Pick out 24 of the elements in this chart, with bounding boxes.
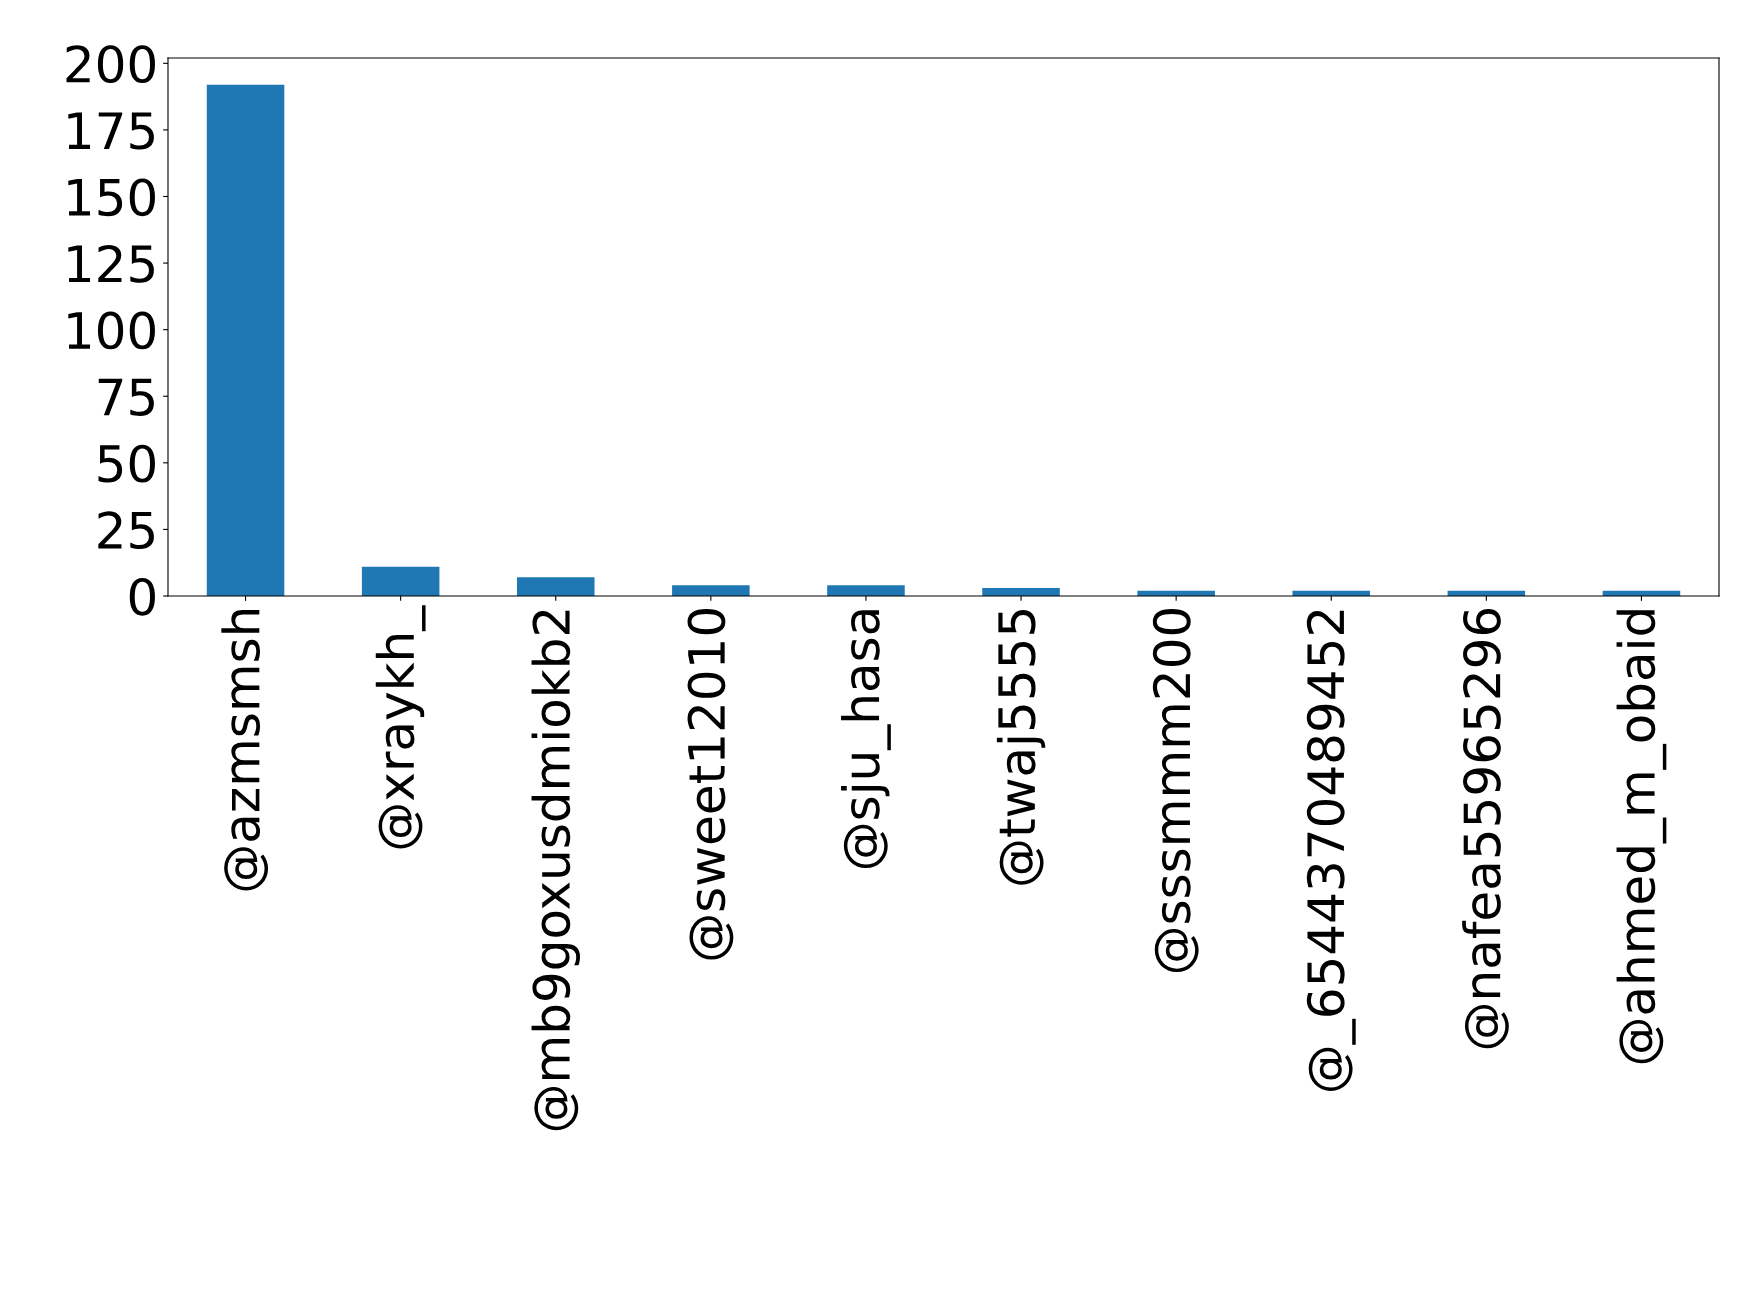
x-tick-label: @mb9goxusdmiokb2 xyxy=(531,610,580,1131)
y-tick-label: 100 xyxy=(68,311,155,350)
y-tick-label: 75 xyxy=(98,378,154,416)
y-tick-label: 125 xyxy=(68,244,154,283)
x-tick-label: @xraykh_ xyxy=(375,605,426,849)
x-tick-label: @azmsmsh xyxy=(221,609,269,891)
bar xyxy=(672,585,750,596)
x-tick-label: @sweet12010 xyxy=(687,609,734,960)
y-tick-label: 50 xyxy=(98,444,155,483)
bar xyxy=(361,566,440,596)
x-tick-label: @ahmed_m_obaid xyxy=(1616,610,1667,1064)
y-tick-label: 175 xyxy=(68,112,154,150)
x-tick-label: @twaj5555 xyxy=(996,610,1046,885)
y-tick-label: 150 xyxy=(68,178,155,217)
bar xyxy=(827,585,905,596)
bar xyxy=(206,84,285,596)
y-tick-label: 0 xyxy=(129,577,155,616)
x-tick-label: @sju_hasa xyxy=(841,610,891,869)
x-tick-label: @sssmmm200 xyxy=(1152,609,1199,973)
bar xyxy=(516,577,595,596)
x-tick-label: @nafea55965296 xyxy=(1462,608,1509,1049)
x-tick-label: @_6544370489452 xyxy=(1306,610,1356,1091)
y-tick-label: 200 xyxy=(66,45,155,84)
y-tick-label: 25 xyxy=(98,511,154,550)
